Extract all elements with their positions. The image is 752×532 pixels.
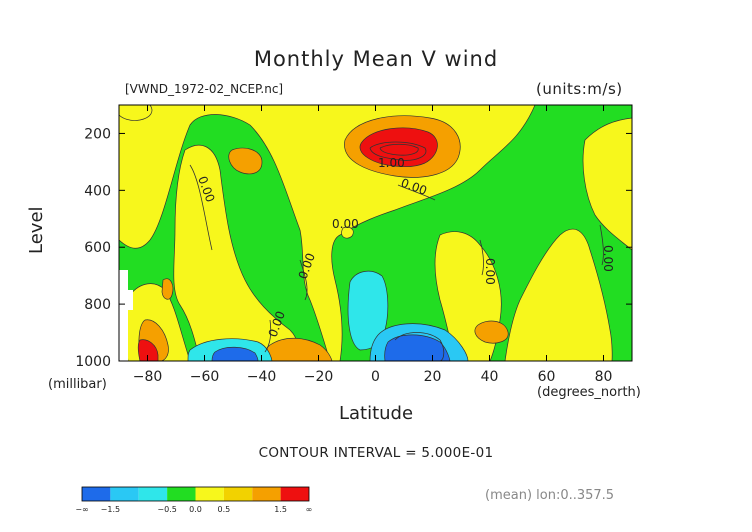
contour-label: 0.00 bbox=[483, 258, 497, 285]
x-axis-label: Latitude bbox=[0, 403, 752, 424]
region-orange-40n bbox=[474, 320, 509, 344]
missing-data-mask bbox=[119, 270, 133, 361]
contour-line bbox=[379, 143, 419, 156]
colorbar-tick-label: −1.5 bbox=[101, 505, 120, 514]
contour-label: 0.00 bbox=[332, 217, 359, 231]
colorbar-tick-label: −∞ bbox=[75, 505, 88, 514]
colorbar-tick-label: 1.5 bbox=[274, 505, 287, 514]
contour-line bbox=[189, 164, 213, 251]
x-axis-units: (degrees_north) bbox=[537, 385, 641, 400]
colorbar-tick-label: 0.5 bbox=[218, 505, 231, 514]
file-label: [VWND_1972-02_NCEP.nc] bbox=[125, 82, 284, 96]
contour-line bbox=[599, 224, 604, 266]
x-tick-label: −20 bbox=[304, 369, 334, 385]
x-axis-label-text: Latitude bbox=[338, 403, 414, 424]
contour-line bbox=[369, 141, 427, 161]
x-tick-label: −80 bbox=[133, 369, 163, 385]
region-blue-core-tropics bbox=[384, 334, 451, 361]
x-tick-label: −60 bbox=[190, 369, 220, 385]
region-red-jet-core bbox=[359, 127, 438, 167]
y-tick-label: 400 bbox=[84, 183, 111, 199]
contour-interval-note: CONTOUR INTERVAL = 5.000E-01 bbox=[258, 445, 494, 461]
units-label: (units:m/s) bbox=[536, 80, 623, 98]
mean-note: (mean) lon:0..357.5 bbox=[485, 488, 615, 503]
contour-line bbox=[479, 239, 484, 276]
colorbar-bin bbox=[252, 487, 281, 501]
y-tick-label: 600 bbox=[84, 240, 111, 256]
colorbar-bin bbox=[167, 487, 196, 501]
region-yellow-corner bbox=[119, 105, 153, 121]
chart-title: Monthly Mean V wind bbox=[253, 47, 499, 71]
contour-line bbox=[299, 259, 308, 301]
x-tick-label: −40 bbox=[247, 369, 277, 385]
colorbar-bin bbox=[195, 487, 224, 501]
y-tick-label: 800 bbox=[84, 297, 111, 313]
y-axis-label: Level bbox=[26, 206, 47, 254]
x-tick-label: 80 bbox=[595, 369, 613, 385]
colorbar-tick-label: ∞ bbox=[306, 505, 313, 514]
x-tick-label: 20 bbox=[424, 369, 442, 385]
colorbar-frame bbox=[81, 486, 310, 502]
contour-line bbox=[394, 332, 445, 361]
contour-line bbox=[264, 319, 272, 353]
colorbar-bin bbox=[110, 487, 139, 501]
region-orange-south-blob bbox=[228, 147, 263, 175]
y-axis-units: (millibar) bbox=[48, 377, 107, 392]
colorbar-bin bbox=[138, 487, 168, 501]
contour-label: 1.00 bbox=[378, 156, 405, 170]
y-tick-label: 200 bbox=[84, 126, 111, 142]
contour-line bbox=[397, 184, 436, 201]
region-orange-80s-small bbox=[161, 278, 174, 300]
x-tick-label: 60 bbox=[538, 369, 556, 385]
x-tick-label: 40 bbox=[481, 369, 499, 385]
x-tick-label: 0 bbox=[371, 369, 380, 385]
region-red-pole bbox=[137, 339, 159, 361]
colorbar-bin bbox=[82, 487, 111, 501]
region-blue-core-south bbox=[211, 346, 259, 361]
region-yellow-80n bbox=[582, 117, 632, 251]
colorbar-tick-label: 0.0 bbox=[189, 505, 202, 514]
plot-area: 0.000.001.000.000.000.00 0.000.00 bbox=[119, 105, 632, 361]
region-yellow-spot bbox=[341, 226, 354, 239]
colorbar-bin bbox=[280, 487, 309, 501]
contour-label: 0.00 bbox=[601, 245, 615, 272]
colorbar-tick-label: −0.5 bbox=[157, 505, 176, 514]
y-tick-label: 1000 bbox=[75, 354, 111, 370]
colorbar-bin bbox=[223, 487, 253, 501]
